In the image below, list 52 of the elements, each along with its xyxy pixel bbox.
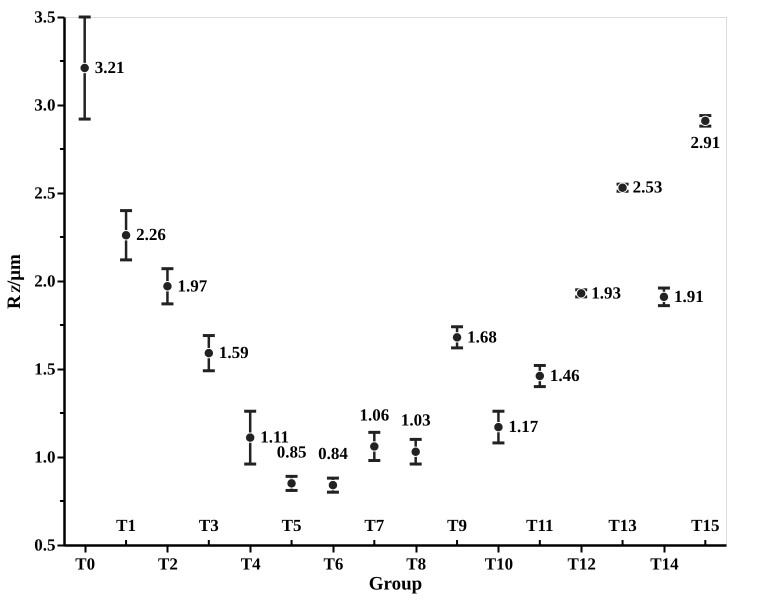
point <box>79 62 90 74</box>
point <box>244 432 256 443</box>
point <box>452 332 462 343</box>
data-label: 1.68 <box>467 327 497 346</box>
data-label: 3.21 <box>94 58 124 78</box>
x-tick-label: T11 <box>526 516 554 535</box>
x-tick-label: T0 <box>75 554 96 574</box>
y-tick-label: 1.0 <box>34 448 56 466</box>
data-label: 1.59 <box>218 343 249 362</box>
x-tick-label: T13 <box>608 516 637 535</box>
x-tick-label: T14 <box>650 554 680 574</box>
data-label: 1.06 <box>359 405 390 424</box>
point <box>369 441 380 452</box>
y-tick-label: 1.5 <box>34 360 56 378</box>
point <box>286 478 297 489</box>
data-label: 0.84 <box>318 444 348 464</box>
point <box>534 370 546 382</box>
x-tick-label: T15 <box>691 516 720 535</box>
point <box>658 292 670 302</box>
data-label: 1.03 <box>400 410 431 430</box>
point <box>493 422 504 432</box>
data-label: 1.97 <box>177 276 208 296</box>
y-tick-label: 0.5 <box>34 536 56 554</box>
data-label: 1.17 <box>508 417 539 436</box>
point <box>328 480 338 490</box>
data-label: 2.53 <box>632 178 662 197</box>
point <box>204 348 214 358</box>
x-tick-label: T2 <box>158 554 178 574</box>
y-tick-label: 3.0 <box>34 96 56 114</box>
x-tick-label: T6 <box>324 554 344 574</box>
y-tick-label: 2.5 <box>34 184 56 202</box>
point <box>162 281 173 292</box>
data-label: 1.46 <box>550 366 580 386</box>
x-tick-label: T3 <box>198 516 219 535</box>
point <box>410 446 421 457</box>
point <box>120 230 132 240</box>
y-axis-title: RZ/μm <box>4 254 25 309</box>
x-tick-label: T1 <box>116 516 136 535</box>
data-label: 1.91 <box>674 286 704 306</box>
x-tick-label: T7 <box>364 516 385 535</box>
y-tick-label: 2.0 <box>34 272 56 290</box>
x-tick-label: T9 <box>447 516 467 535</box>
x-tick-label: T5 <box>282 516 302 535</box>
y-tick-label: 3.5 <box>34 8 56 26</box>
x-tick-label: T12 <box>568 554 596 574</box>
x-tick-label: T4 <box>240 554 262 574</box>
x-tick-label: T10 <box>484 554 514 574</box>
data-label: 2.26 <box>136 225 166 244</box>
data-label: 1.93 <box>591 283 621 302</box>
data-label: 2.91 <box>690 132 720 152</box>
x-tick-label: T8 <box>406 554 426 574</box>
x-axis-title: Group <box>368 574 422 594</box>
